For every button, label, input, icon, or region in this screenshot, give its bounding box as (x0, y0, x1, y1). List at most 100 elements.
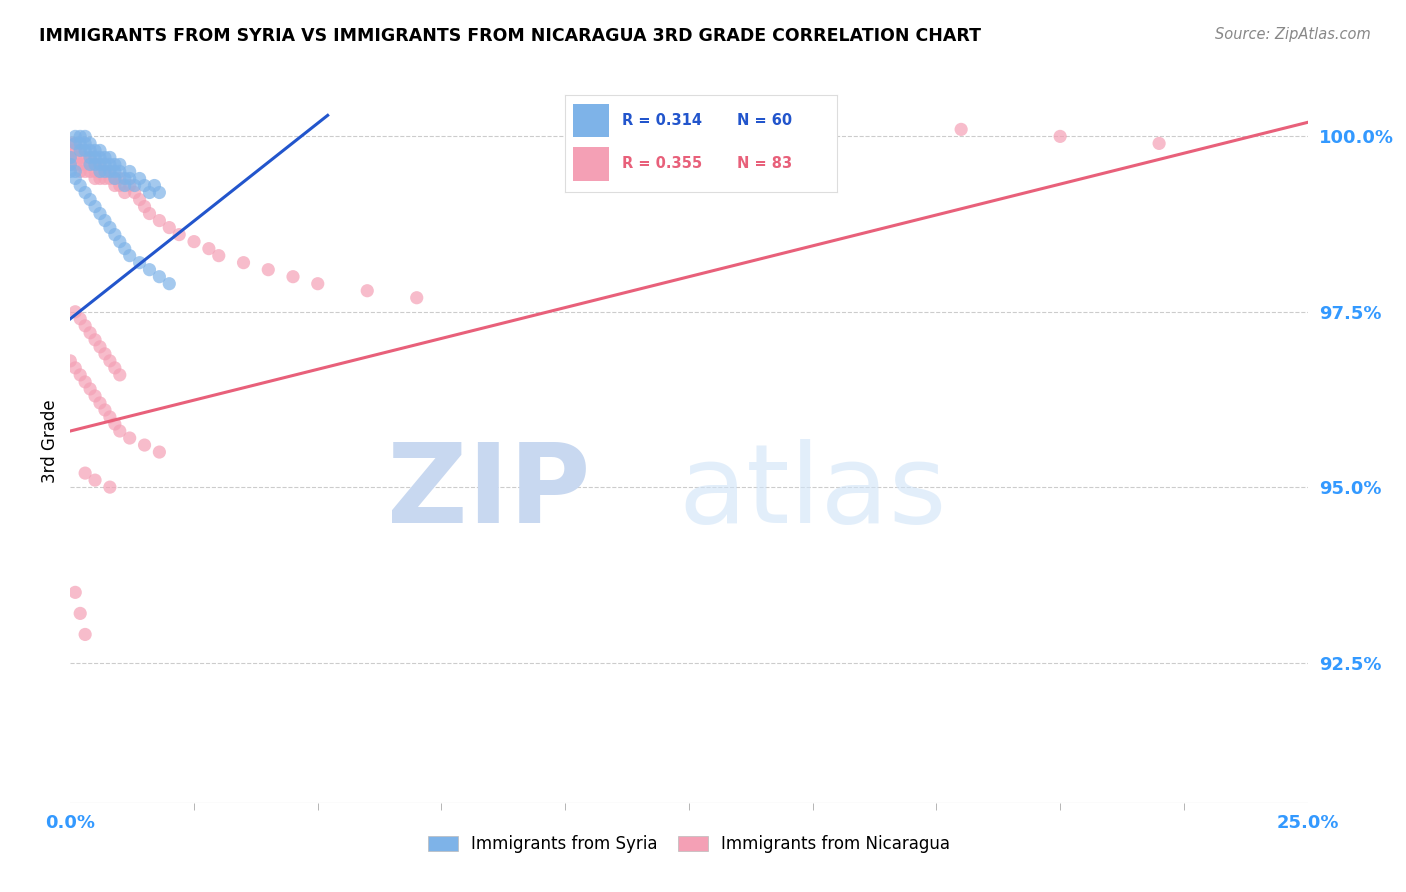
Point (59, 151, 82, 165)
Point (98, 164, 121, 178)
Point (118, 164, 141, 178)
Point (232, 255, 254, 269)
Point (950, 122, 973, 136)
Point (69, 151, 91, 165)
Text: ZIP: ZIP (387, 439, 591, 546)
Point (118, 249, 141, 263)
Point (94, 213, 117, 227)
Point (65, 129, 87, 144)
Point (114, 186, 136, 200)
Point (94, 347, 117, 361)
Point (134, 178, 156, 193)
Point (69, 157, 91, 171)
Point (94, 171, 117, 186)
Point (79, 151, 101, 165)
Point (104, 171, 127, 186)
Point (108, 424, 131, 438)
Point (69, 368, 91, 382)
Point (75, 318, 97, 333)
Point (65, 164, 87, 178)
Point (183, 235, 205, 249)
Point (138, 186, 160, 200)
Point (75, 129, 97, 144)
Point (94, 151, 117, 165)
Point (89, 157, 111, 171)
Point (124, 186, 146, 200)
Point (75, 136, 97, 151)
Point (69, 311, 91, 326)
Point (157, 277, 180, 291)
Point (104, 227, 127, 242)
Point (89, 164, 111, 178)
Point (84, 389, 107, 403)
Point (79, 326, 101, 340)
Point (75, 157, 97, 171)
Point (138, 262, 160, 277)
Point (108, 157, 131, 171)
Point (65, 144, 87, 158)
Point (128, 193, 150, 207)
Point (65, 585, 87, 599)
Point (138, 206, 160, 220)
Point (98, 157, 121, 171)
Point (94, 164, 117, 178)
Point (79, 144, 101, 158)
Point (69, 129, 91, 144)
Point (128, 171, 150, 186)
Point (59, 164, 82, 178)
Point (79, 193, 101, 207)
Point (89, 151, 111, 165)
Point (69, 144, 91, 158)
Point (84, 200, 107, 214)
Point (257, 262, 280, 277)
Point (65, 171, 87, 186)
Point (65, 157, 87, 171)
Text: IMMIGRANTS FROM SYRIA VS IMMIGRANTS FROM NICARAGUA 3RD GRADE CORRELATION CHART: IMMIGRANTS FROM SYRIA VS IMMIGRANTS FROM… (39, 27, 981, 45)
Point (134, 438, 156, 452)
Text: Source: ZipAtlas.com: Source: ZipAtlas.com (1215, 27, 1371, 42)
Point (59, 144, 82, 158)
Point (79, 382, 101, 396)
Point (69, 164, 91, 178)
Point (59, 151, 82, 165)
Point (98, 354, 121, 368)
Point (281, 269, 304, 284)
Point (208, 249, 231, 263)
Point (104, 157, 127, 171)
Point (128, 255, 150, 269)
Point (98, 409, 121, 424)
Point (114, 178, 136, 193)
Point (79, 157, 101, 171)
Point (69, 144, 91, 158)
Point (118, 178, 141, 193)
Point (167, 227, 190, 242)
Point (65, 360, 87, 375)
Point (104, 178, 127, 193)
Point (89, 340, 111, 354)
Point (98, 220, 121, 235)
Point (1049, 129, 1071, 144)
Point (108, 235, 131, 249)
Point (65, 136, 87, 151)
Point (89, 396, 111, 410)
Point (75, 627, 97, 641)
Point (104, 360, 127, 375)
Point (148, 269, 170, 284)
Point (75, 164, 97, 178)
Point (79, 151, 101, 165)
Point (148, 186, 170, 200)
Point (84, 151, 107, 165)
Point (98, 480, 121, 494)
Point (108, 178, 131, 193)
Point (59, 136, 82, 151)
Point (89, 144, 111, 158)
Point (84, 164, 107, 178)
Point (198, 242, 221, 256)
Point (75, 466, 97, 480)
Point (356, 284, 378, 298)
Point (59, 157, 82, 171)
Point (143, 178, 166, 193)
Point (118, 431, 141, 445)
Point (98, 164, 121, 178)
Point (75, 151, 97, 165)
